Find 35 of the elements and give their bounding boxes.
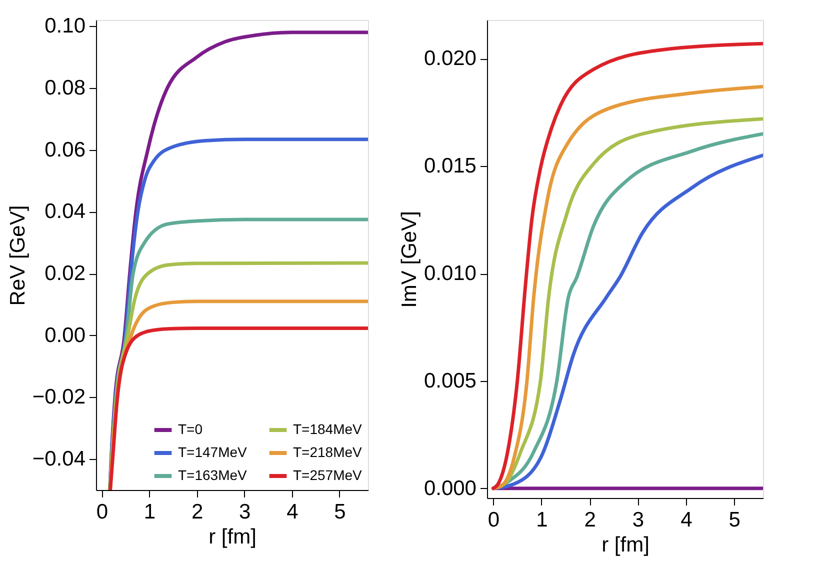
legend-label: T=0 [178,421,203,437]
legend-label: T=184MeV [293,421,363,437]
y-tick-label: 0.00 [44,324,86,347]
legend-label: T=218MeV [293,444,363,460]
y-tick-label: 0.10 [44,14,86,38]
y-tick-label: −0.04 [32,448,86,471]
x-tick-label: 3 [239,500,251,524]
x-tick-label: 4 [680,508,693,532]
y-tick-label: 0.010 [424,262,476,285]
y-tick-label: 0.02 [44,262,86,286]
x-tick-label: 2 [191,500,204,524]
x-tick-label: 0 [96,500,108,524]
x-tick-label: 2 [584,508,596,532]
x-tick-label: 1 [144,500,156,524]
y-tick-label: 0.08 [44,76,86,100]
legend-label: T=147MeV [178,444,248,460]
x-axis-title: r [fm] [602,534,650,556]
x-tick-label: 3 [632,508,644,532]
x-tick-label: 5 [334,500,346,524]
legend-label: T=257MeV [293,467,363,483]
x-tick-label: 4 [286,500,299,524]
x-axis-title: r [fm] [208,526,256,548]
legend-label: T=163MeV [178,467,248,483]
y-tick-label: 0.000 [424,476,476,500]
y-axis-title: ReV [GeV] [6,205,30,306]
y-tick-label: −0.02 [32,386,86,409]
x-tick-label: 0 [488,508,500,532]
y-tick-label: 0.005 [424,369,476,392]
x-tick-label: 1 [536,508,548,532]
y-axis-title: ImV [GeV] [398,211,421,308]
y-tick-label: 0.020 [424,47,476,70]
x-tick-label: 5 [728,508,740,532]
y-tick-label: 0.06 [44,138,86,162]
y-tick-label: 0.015 [424,154,476,178]
y-tick-label: 0.04 [44,200,86,224]
